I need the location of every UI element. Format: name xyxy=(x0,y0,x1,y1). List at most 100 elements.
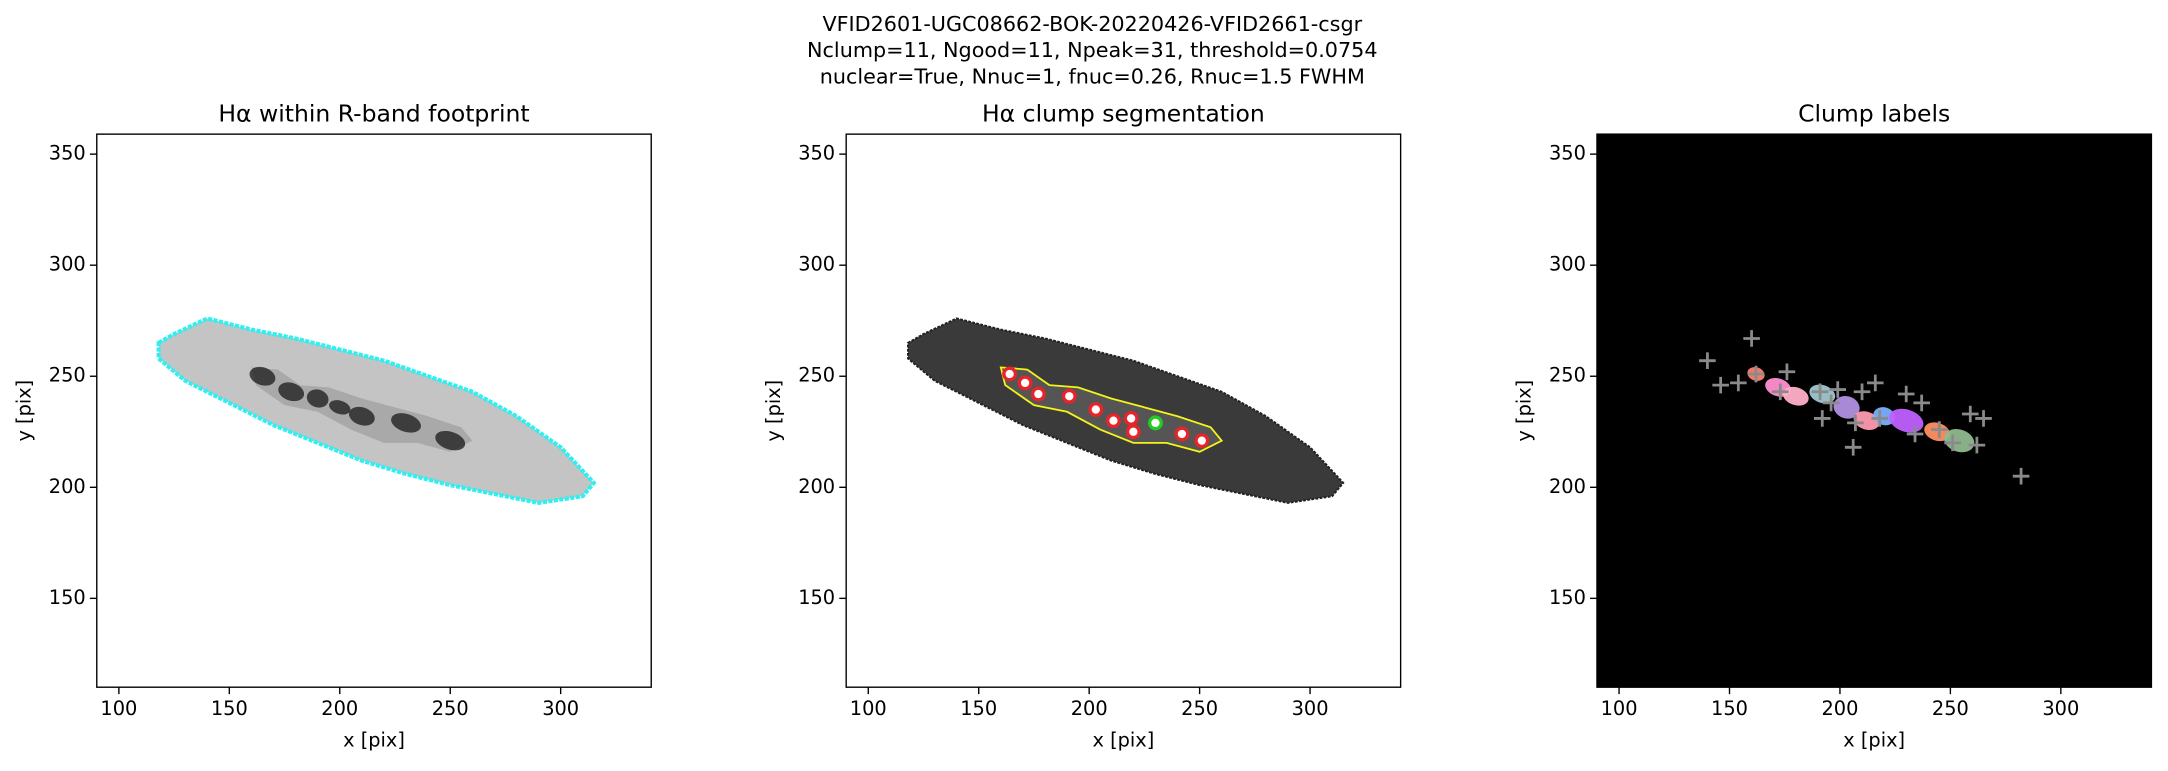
clump-marker xyxy=(1174,426,1190,442)
peak-marker xyxy=(1853,383,1871,401)
peak-marker xyxy=(1730,374,1747,392)
axes-background xyxy=(1596,134,2152,688)
blob xyxy=(329,400,351,415)
image xyxy=(156,316,597,505)
peak-marker xyxy=(1968,436,1986,454)
x-tick-label: 300 xyxy=(2042,697,2079,720)
y-tick-label: 200 xyxy=(1549,475,1586,498)
clump-marker xyxy=(1017,375,1033,391)
y-tick-label: 300 xyxy=(49,253,86,276)
blob xyxy=(391,413,421,433)
blob xyxy=(249,366,276,386)
y-tick-label: 200 xyxy=(798,475,835,498)
y-tick-label: 350 xyxy=(49,142,86,165)
y-tick-label: 350 xyxy=(1549,142,1586,165)
peak-marker xyxy=(2012,467,2030,485)
x-tick-label: 150 xyxy=(1711,697,1748,720)
x-tick-label: 300 xyxy=(542,697,579,720)
peak-marker xyxy=(1747,365,1765,383)
peak-marker xyxy=(1931,421,1948,438)
x-tick-label: 100 xyxy=(1601,697,1638,720)
clump-marker xyxy=(1125,424,1141,440)
x-tick-label: 300 xyxy=(1292,697,1329,720)
y-tick-label: 250 xyxy=(1549,364,1586,387)
axes-title: Hα clump segmentation xyxy=(982,99,1265,127)
clump-marker xyxy=(1061,388,1077,404)
blob xyxy=(278,382,305,402)
panel: Hα clump segmentation x [pix] y [pix] 100 15… xyxy=(762,99,1402,752)
blob xyxy=(1833,396,1860,419)
y-tick-label: 300 xyxy=(1549,253,1586,276)
y-tick-label: 250 xyxy=(798,364,835,387)
peak-marker xyxy=(1699,352,1716,369)
y-tick-label: 300 xyxy=(798,253,835,276)
y-tick-label: 150 xyxy=(798,586,835,609)
image xyxy=(906,317,1345,504)
peak-marker xyxy=(1778,363,1796,381)
y-tick-label: 200 xyxy=(49,475,86,498)
clump-marker xyxy=(1030,386,1046,402)
y-label: y [pix] xyxy=(1513,380,1536,442)
blob xyxy=(348,406,375,426)
x-tick-label: 250 xyxy=(432,697,469,720)
axes-title: Hα within R-band footprint xyxy=(218,99,529,127)
blob xyxy=(306,389,329,408)
x-tick-label: 150 xyxy=(960,697,997,720)
peak-marker xyxy=(1961,405,1979,423)
y-tick-label: 150 xyxy=(49,586,86,609)
peak-marker xyxy=(1847,414,1864,432)
x-label: x [pix] xyxy=(1093,729,1155,752)
x-tick-label: 250 xyxy=(1181,697,1218,720)
peak-marker xyxy=(1822,394,1840,412)
peak-marker xyxy=(1906,425,1924,443)
x-label: x [pix] xyxy=(343,729,405,752)
clump-marker xyxy=(1194,433,1210,449)
blob xyxy=(1782,386,1809,406)
x-tick-label: 200 xyxy=(1071,697,1108,720)
y-label: y [pix] xyxy=(762,380,785,442)
clump-marker xyxy=(1147,415,1163,431)
peak-marker xyxy=(1975,410,1992,427)
panel: Clump labels x [pix] y [pix] 100 150 200 250 30… xyxy=(1513,99,2153,752)
clump-marker xyxy=(1002,366,1018,382)
clump-marker xyxy=(1123,410,1139,426)
x-label: x [pix] xyxy=(1843,729,1905,752)
x-tick-label: 150 xyxy=(211,697,248,720)
peak-marker xyxy=(1743,330,1760,347)
peak-marker xyxy=(1813,410,1831,427)
peak-marker xyxy=(1871,410,1888,427)
galaxy xyxy=(156,316,597,505)
clump-region xyxy=(999,366,1224,453)
y-tick-label: 350 xyxy=(798,142,835,165)
panel: Hα within R-band footprint x [pix] y [pix]… xyxy=(12,99,652,752)
x-tick-label: 100 xyxy=(850,697,887,720)
peak-marker xyxy=(1772,383,1789,401)
peak-marker xyxy=(1829,381,1847,398)
suptitle: VFID2601-UGC08662-BOK-20220426-VFID2661-… xyxy=(822,12,1362,36)
x-tick-label: 200 xyxy=(1821,697,1858,720)
peak-marker xyxy=(1844,439,1862,456)
axes-title: Clump labels xyxy=(1798,99,1950,127)
clump-marker xyxy=(1105,413,1121,429)
x-tick-label: 250 xyxy=(1932,697,1969,720)
suptitle: Nclump=11, Ngood=11, Npeak=31, threshold… xyxy=(807,38,1377,62)
image xyxy=(1699,330,2030,485)
blob xyxy=(1924,422,1951,442)
axes-frame xyxy=(1596,133,2153,688)
axes-frame xyxy=(96,133,652,688)
y-tick-label: 150 xyxy=(1549,586,1586,609)
peak-marker xyxy=(1897,385,1915,403)
blob xyxy=(435,430,466,451)
peak-marker xyxy=(1913,394,1930,412)
axes-frame xyxy=(845,133,1402,688)
blob xyxy=(1853,411,1880,431)
peak-marker xyxy=(1944,434,1961,452)
x-tick-label: 100 xyxy=(100,697,137,720)
suptitle: nuclear=True, Nnuc=1, fnuc=0.26, Rnuc=1.… xyxy=(820,64,1365,88)
peak-marker xyxy=(1866,374,1884,392)
peak-marker xyxy=(1712,376,1729,394)
y-tick-label: 250 xyxy=(49,364,86,387)
clump-marker xyxy=(1088,402,1104,418)
